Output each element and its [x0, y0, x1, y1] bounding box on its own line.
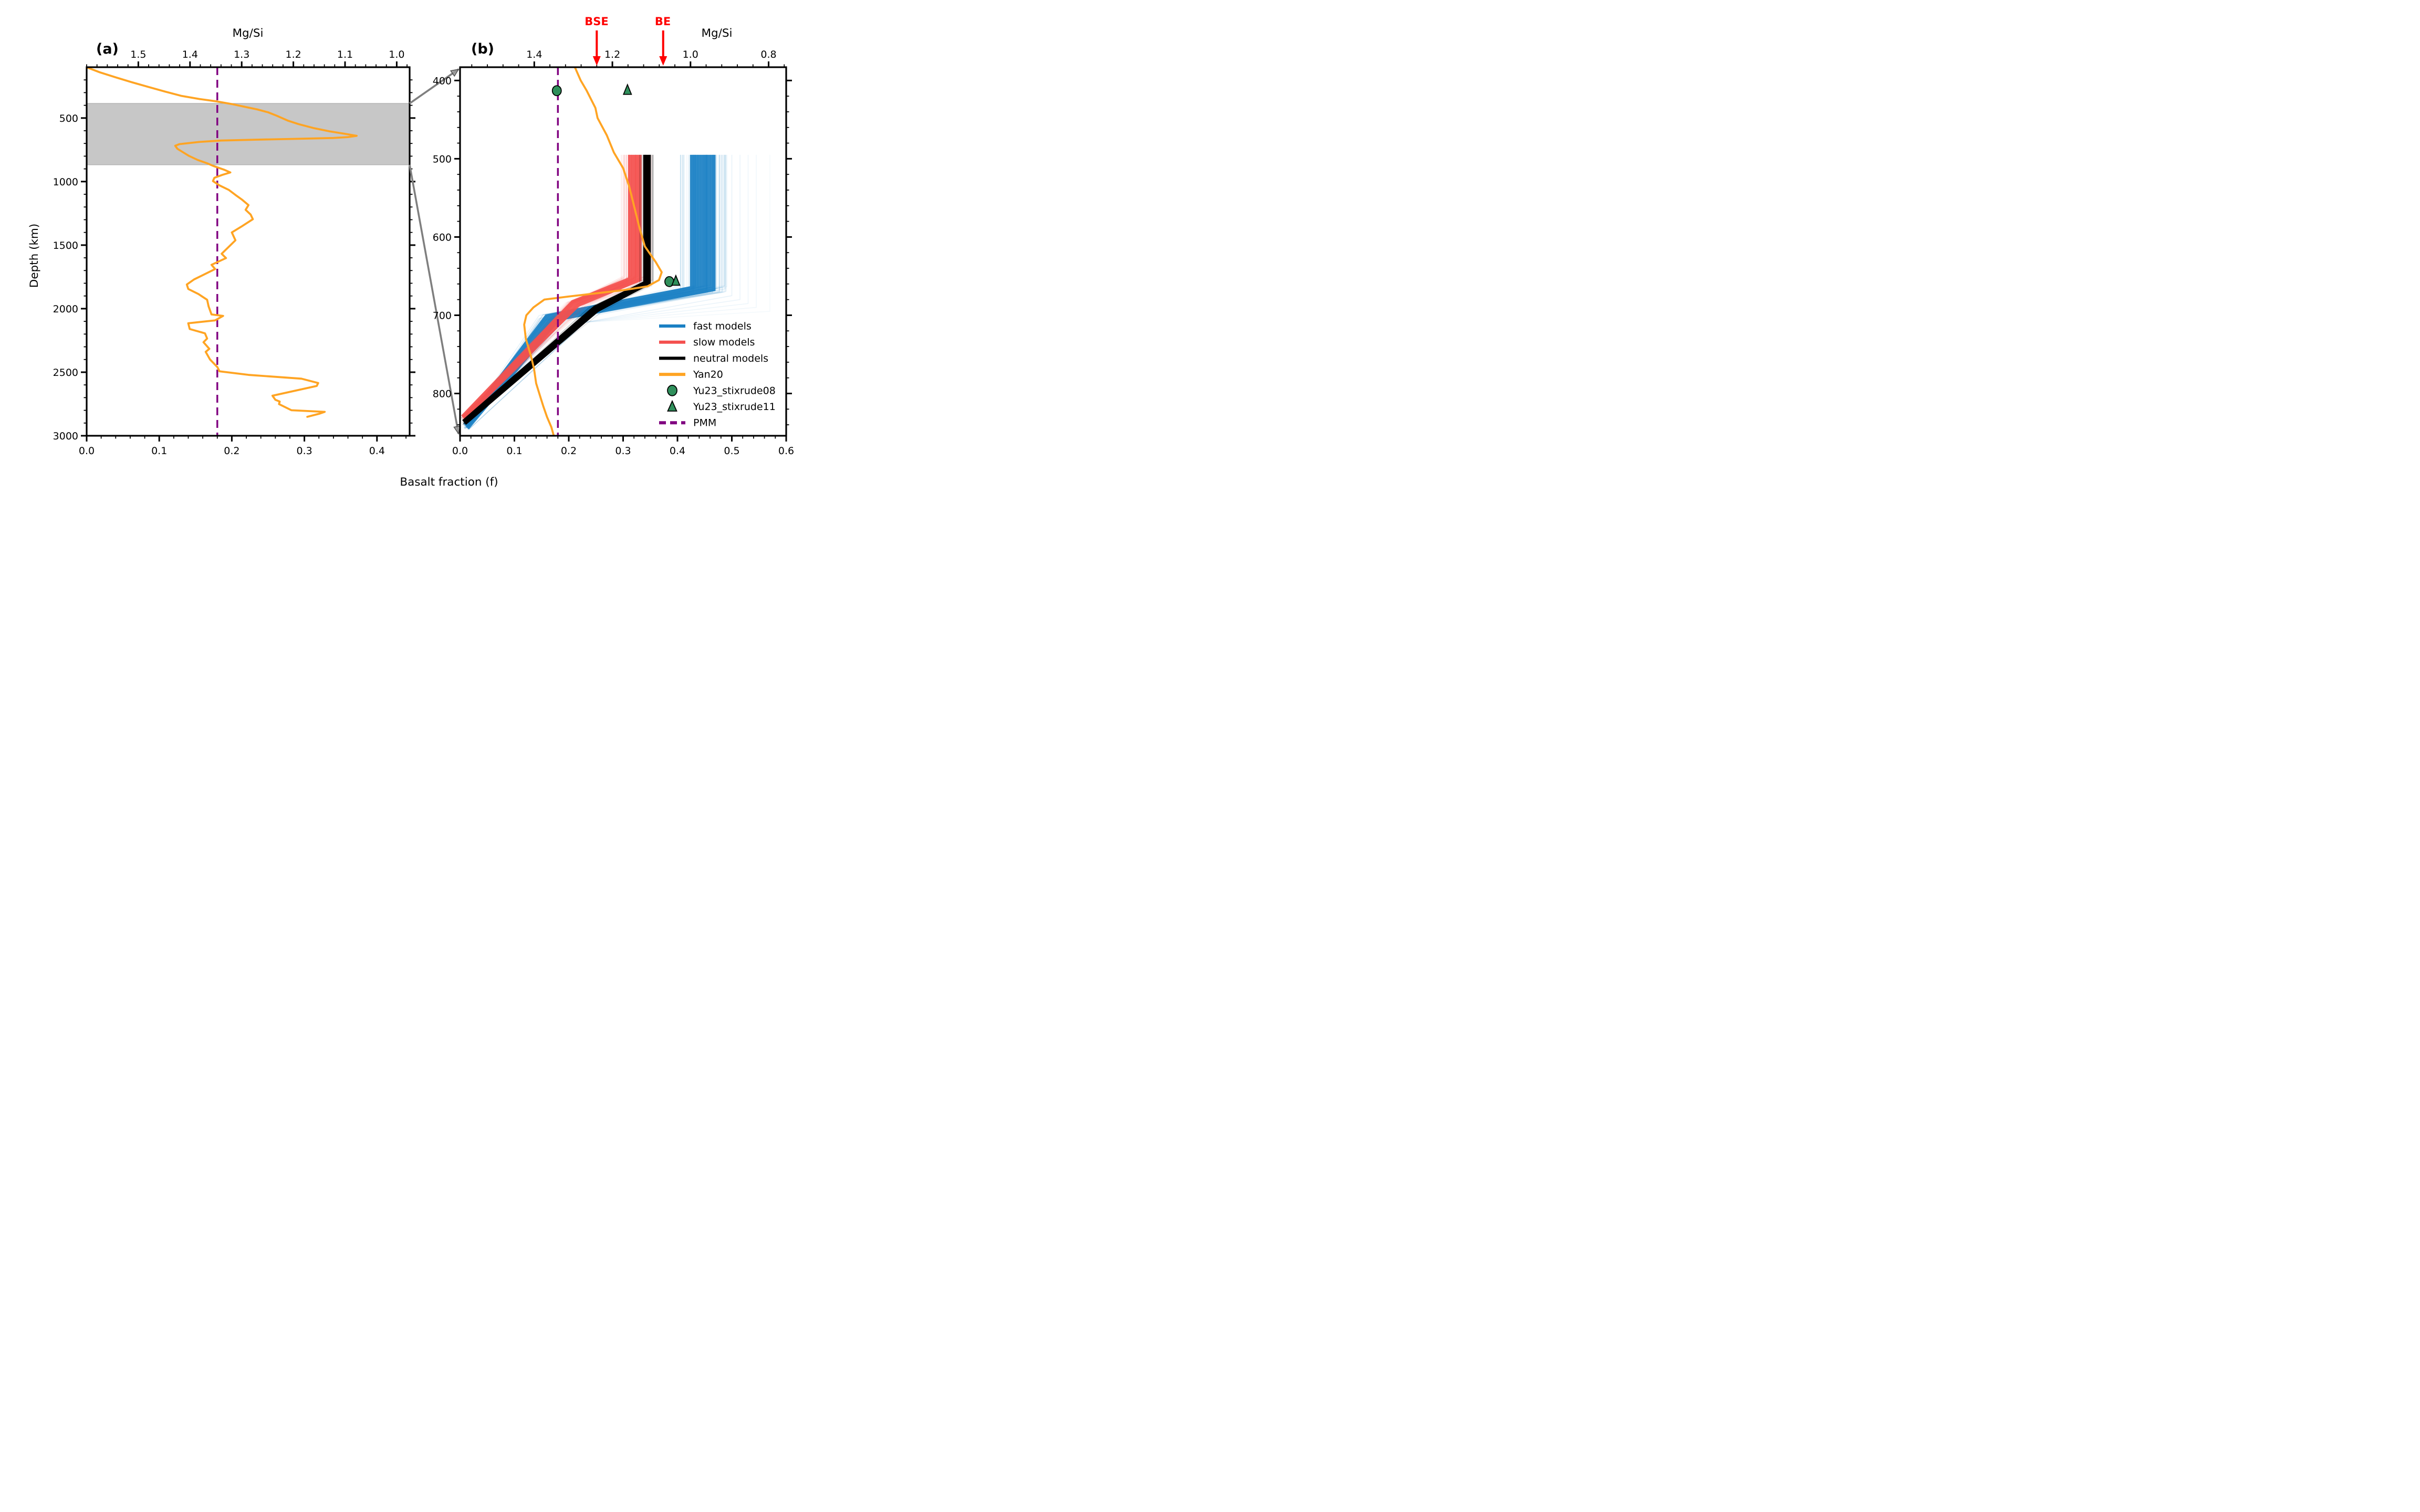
x-axis-tick-label: 0.4 — [369, 445, 385, 457]
model-haze-line — [463, 154, 627, 417]
yu23-stixrude11-marker — [671, 274, 681, 286]
two-panel-depth-profile-chart: 0.0 0.1 0.2 0.3 0.4 1.0 1.1 1.2 1.3 1.4 1.5 500 1000… — [28, 15, 794, 489]
band-connector-arrows — [409, 68, 461, 435]
model-haze-line — [464, 154, 624, 418]
x-axis-tick-label: 0.3 — [296, 445, 312, 457]
legend-item-label: PMM — [693, 417, 716, 429]
yan20-curve-panel-a — [87, 67, 358, 418]
legend-item-label: fast models — [693, 321, 752, 332]
panel-a-y-axis-title: Depth (km) — [28, 224, 41, 288]
mgsi-tick-label: 0.8 — [760, 49, 776, 60]
panel-a-top-axis-title: Mg/Si — [232, 27, 263, 40]
panel-b-axes: 0.0 0.1 0.2 0.3 0.4 0.5 0.6 0.8 1.0 1.2 1.4 400 500 6… — [433, 49, 794, 457]
gray-depth-band — [87, 103, 410, 165]
yan20-curve-panel-b — [523, 67, 663, 436]
legend-item-label: Yu23_stixrude11 — [693, 401, 776, 413]
mgsi-tick-label: 1.5 — [130, 49, 146, 60]
connector-arrowhead — [450, 68, 460, 77]
depth-tick-label: 500 — [59, 113, 78, 124]
panel-b-data — [461, 67, 770, 436]
x-axis-tick-label: 0.5 — [724, 445, 739, 457]
slow-models-band — [461, 154, 642, 421]
figure-canvas: 0.0 0.1 0.2 0.3 0.4 1.0 1.1 1.2 1.3 1.4 1.5 500 1000… — [0, 0, 807, 504]
mgsi-tick-label: 1.3 — [234, 49, 249, 60]
bse-annotation-label: BSE — [585, 15, 608, 28]
yu23-stixrude08-marker — [551, 85, 562, 97]
depth-tick-label: 700 — [433, 310, 452, 321]
model-outlier-line — [468, 154, 770, 430]
depth-tick-label: 3000 — [53, 430, 78, 442]
legend-item-label: neutral models — [693, 353, 768, 364]
x-axis-tick-label: 0.6 — [778, 445, 794, 457]
depth-tick-label: 1500 — [53, 240, 78, 251]
mgsi-tick-label: 1.0 — [683, 49, 698, 60]
legend-swatch-triangle — [667, 400, 677, 412]
mgsi-tick-label: 1.0 — [389, 49, 404, 60]
model-haze-line — [464, 154, 624, 421]
legend-item-label: Yan20 — [693, 369, 723, 381]
be-arrowhead — [659, 56, 667, 66]
x-axis-tick-label: 0.0 — [79, 445, 95, 457]
depth-tick-label: 1000 — [53, 176, 78, 188]
model-haze-line — [464, 154, 627, 417]
mgsi-tick-label: 1.2 — [604, 49, 620, 60]
shared-x-axis-title: Basalt fraction (f) — [400, 476, 498, 489]
be-annotation-label: BE — [655, 15, 671, 28]
model-haze-line — [463, 154, 622, 419]
model-haze-line — [464, 154, 652, 418]
panel-b-top-axis-title: Mg/Si — [701, 27, 732, 40]
panel-a-axes: 0.0 0.1 0.2 0.3 0.4 1.0 1.1 1.2 1.3 1.4 1.5 500 1000… — [53, 49, 415, 457]
x-axis-tick-label: 0.2 — [224, 445, 239, 457]
connector-line — [409, 164, 460, 434]
legend-item-label: slow models — [693, 337, 755, 348]
mgsi-tick-label: 1.1 — [337, 49, 353, 60]
panel-b-legend: fast models slow models neutral models Yan2… — [659, 321, 776, 429]
depth-tick-label: 2000 — [53, 303, 78, 315]
connector-line — [409, 68, 460, 104]
model-outlier-line — [468, 154, 740, 430]
yu23-stixrude11-marker — [622, 83, 632, 95]
model-haze-line — [461, 154, 625, 418]
model-haze-line — [461, 154, 622, 418]
panel-a-data — [87, 67, 358, 436]
plot-frame — [86, 66, 411, 437]
model-outlier-line — [468, 154, 733, 430]
depth-tick-label: 500 — [433, 153, 452, 165]
legend-item-label: Yu23_stixrude08 — [693, 385, 776, 396]
panel-b-annotations — [592, 30, 667, 66]
depth-tick-label: 800 — [433, 388, 452, 400]
x-axis-tick-label: 0.2 — [561, 445, 577, 457]
x-axis-tick-label: 0.4 — [670, 445, 685, 457]
panel-a-underlays — [87, 103, 410, 165]
mgsi-tick-label: 1.4 — [526, 49, 542, 60]
model-haze-line — [464, 154, 726, 430]
legend-swatch-circle — [667, 384, 677, 396]
model-outlier-line — [468, 154, 757, 430]
x-axis-tick-label: 0.1 — [151, 445, 167, 457]
depth-tick-label: 400 — [433, 75, 452, 87]
depth-tick-label: 2500 — [53, 367, 78, 379]
model-outlier-line — [468, 154, 749, 430]
x-axis-tick-label: 0.0 — [452, 445, 468, 457]
x-axis-tick-label: 0.3 — [615, 445, 631, 457]
depth-tick-label: 600 — [433, 232, 452, 243]
panel-b-letter: (b) — [471, 41, 494, 57]
panel-a-letter: (a) — [96, 41, 119, 57]
mgsi-tick-label: 1.4 — [182, 49, 198, 60]
bse-arrowhead — [592, 56, 601, 66]
model-haze-line — [467, 154, 720, 428]
mgsi-tick-label: 1.2 — [285, 49, 301, 60]
x-axis-tick-label: 0.1 — [506, 445, 522, 457]
